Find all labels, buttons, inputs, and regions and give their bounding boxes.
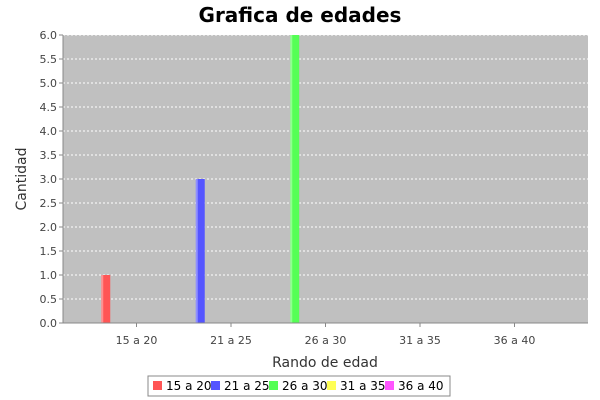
bar-highlight (290, 35, 293, 323)
bar (290, 35, 300, 323)
legend-label: 21 a 25 (224, 379, 270, 393)
x-axis-label: Rando de edad (272, 355, 378, 371)
y-axis-label: Cantidad (14, 148, 30, 211)
bar (101, 275, 111, 323)
chart-title: Grafica de edades (199, 3, 402, 27)
legend: 15 a 20 21 a 25 26 a 30 31 a 35 36 a 40 (147, 375, 451, 397)
x-tick-label: 15 a 20 (116, 334, 158, 347)
legend-swatch (385, 381, 394, 390)
y-tick-label: 0.5 (40, 293, 58, 306)
bar (195, 179, 205, 323)
legend-box (147, 375, 451, 397)
x-tick-label: 26 a 30 (305, 334, 347, 347)
y-tick-label: 2.0 (40, 221, 58, 234)
y-tick-label: 3.5 (40, 149, 58, 162)
y-tick-label: 5.5 (40, 53, 58, 66)
y-tick-label: 1.0 (40, 269, 58, 282)
y-tick-label: 6.0 (40, 29, 58, 42)
x-tick-label: 21 a 25 (210, 334, 252, 347)
y-tick-label: 2.5 (40, 197, 58, 210)
legend-swatch (269, 381, 278, 390)
legend-swatch (153, 381, 162, 390)
y-tick-label: 1.5 (40, 245, 58, 258)
legend-swatch (211, 381, 220, 390)
legend-label: 26 a 30 (282, 379, 328, 393)
x-tick-label: 36 a 40 (494, 334, 536, 347)
legend-label: 36 a 40 (398, 379, 444, 393)
y-tick-label: 4.0 (40, 125, 58, 138)
legend-swatch (327, 381, 336, 390)
x-tick-label: 31 a 35 (399, 334, 441, 347)
y-tick-label: 4.5 (40, 101, 58, 114)
y-tick-label: 5.0 (40, 77, 58, 90)
bar-highlight (195, 179, 198, 323)
legend-label: 31 a 35 (340, 379, 386, 393)
bar-highlight (101, 275, 104, 323)
plot-area (63, 35, 588, 323)
legend-label: 15 a 20 (166, 379, 212, 393)
y-tick-label: 0.0 (40, 317, 58, 330)
y-tick-label: 3.0 (40, 173, 58, 186)
